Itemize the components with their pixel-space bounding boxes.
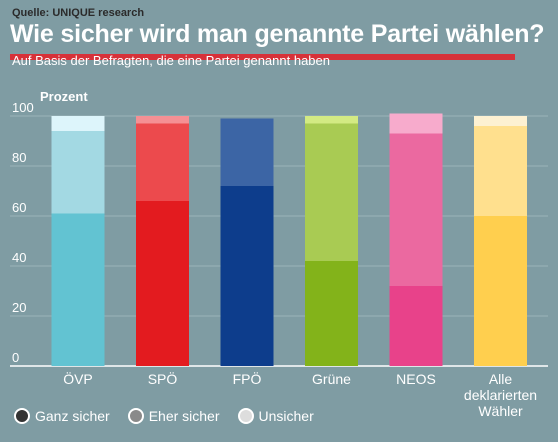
y-axis-label: Prozent	[40, 89, 88, 104]
title-block: Wie sicher wird man genannte Partei wähl…	[10, 20, 545, 60]
legend-item-unsicher[interactable]: Unsicher	[237, 408, 314, 424]
legend-eher-sicher-label: Eher sicher	[148, 408, 220, 424]
x-tick-label-5-1: deklarierten	[464, 387, 537, 403]
bar-1-2	[136, 116, 189, 124]
y-tick-label-60: 60	[12, 200, 26, 215]
legend-unsicher-label: Unsicher	[258, 408, 314, 424]
bar-0-0	[51, 213, 105, 366]
legend-eher-sicher-swatch	[127, 408, 144, 424]
bar-3-2	[305, 116, 358, 124]
legend-item-eher-sicher[interactable]: Eher sicher	[127, 408, 220, 424]
x-tick-label-0: ÖVP	[63, 370, 93, 387]
page-title: Wie sicher wird man genannte Partei wähl…	[10, 20, 545, 48]
x-tick-label-2: FPÖ	[233, 370, 262, 387]
legend: Ganz sicher Eher sicher Unsicher	[14, 408, 314, 424]
bar-4-2	[389, 113, 443, 134]
bar-2-1	[220, 118, 274, 186]
source-label: Quelle: UNIQUE research	[12, 7, 145, 19]
bar-2-0	[220, 186, 274, 366]
bar-1-0	[136, 201, 189, 366]
bar-5-1	[474, 126, 527, 216]
x-tick-label-5-2: Wähler	[478, 403, 523, 419]
y-tick-label-100: 100	[12, 100, 34, 115]
legend-ganz-sicher-label: Ganz sicher	[35, 408, 110, 424]
x-tick-label-3: Grüne	[312, 371, 351, 387]
legend-unsicher-swatch	[237, 408, 254, 424]
title-underline	[10, 54, 515, 60]
bar-1-1	[136, 123, 189, 201]
bar-0-2	[51, 116, 105, 131]
page-subtitle: Auf Basis der Befragten, die eine Partei…	[12, 53, 330, 68]
bar-3-0	[305, 261, 358, 366]
bar-5-2	[474, 116, 527, 126]
bar-0-1	[51, 131, 105, 214]
x-tick-label-4: NEOS	[396, 371, 436, 387]
bar-4-1	[389, 133, 443, 286]
y-tick-label-20: 20	[12, 300, 26, 315]
y-tick-label-40: 40	[12, 250, 26, 265]
y-tick-label-80: 80	[12, 150, 26, 165]
bar-3-1	[305, 123, 358, 261]
y-tick-label-0: 0	[12, 350, 19, 365]
legend-ganz-sicher-swatch	[14, 408, 30, 424]
bar-4-0	[389, 286, 443, 366]
x-tick-label-1: SPÖ	[148, 370, 178, 387]
bar-5-0	[474, 216, 527, 366]
x-tick-label-5-0: Alle	[489, 371, 513, 387]
legend-item-ganz-sicher[interactable]: Ganz sicher	[14, 408, 110, 424]
